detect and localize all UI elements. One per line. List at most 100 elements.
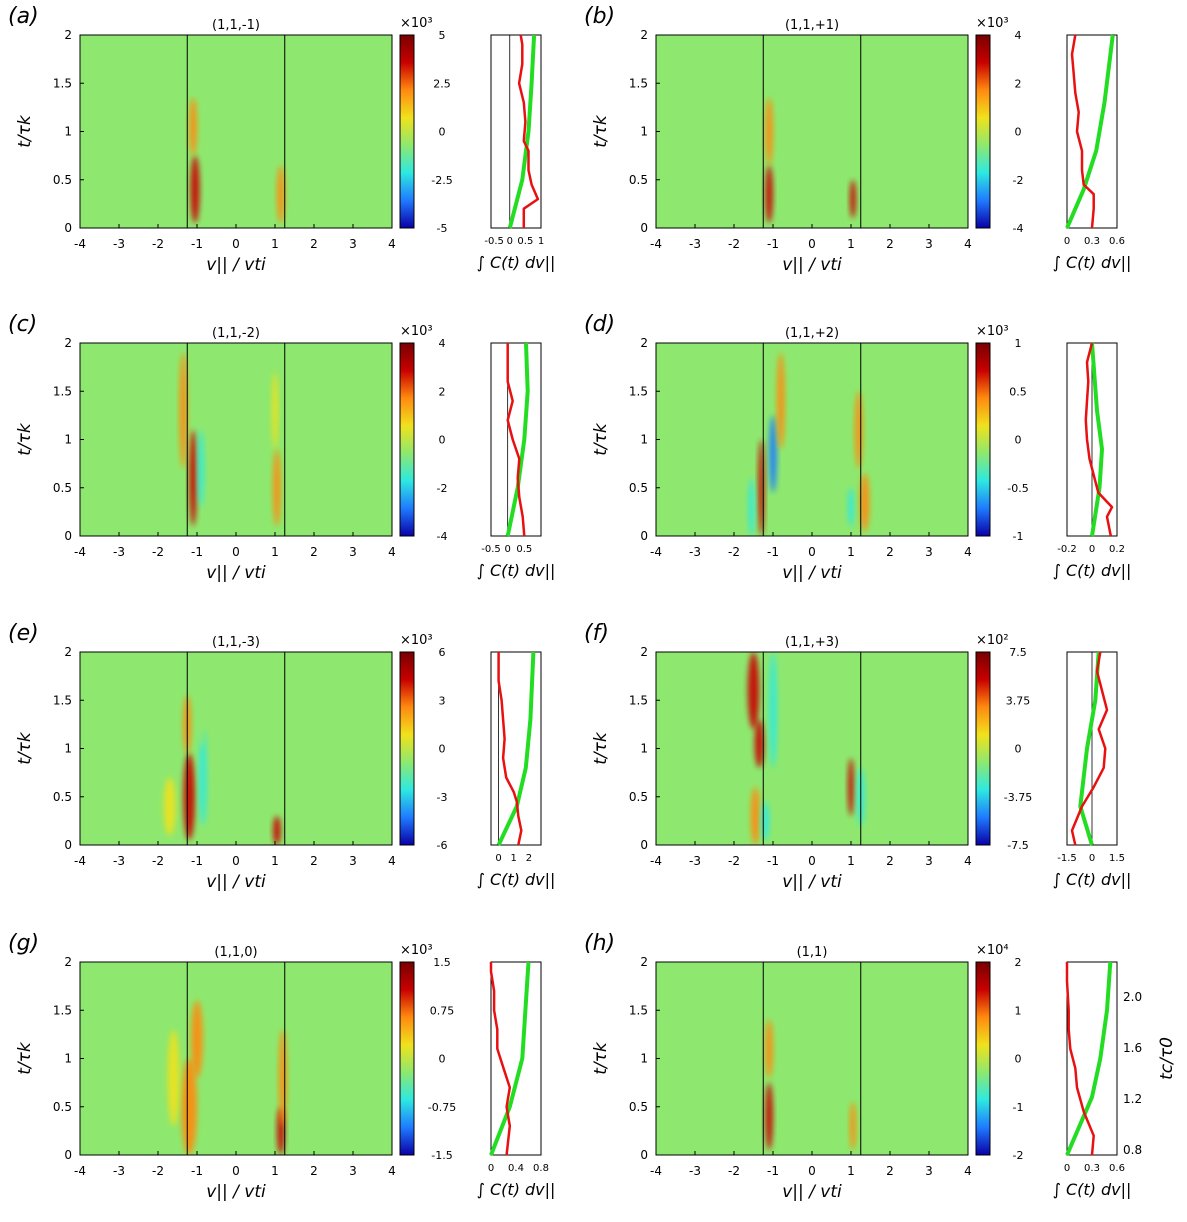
- colorbar-tick-label: -2: [437, 482, 448, 495]
- heatmap-blob: [273, 816, 281, 845]
- colorbar-tick-label: 1: [1015, 337, 1022, 350]
- y-tick-label: 0: [640, 529, 648, 543]
- colorbar: [399, 342, 415, 537]
- y-tick-label: 1.5: [629, 384, 648, 398]
- side-axis-label: ∫ C(t) dv||: [1053, 561, 1132, 580]
- colorbar: [399, 651, 415, 846]
- x-tick-label: 4: [388, 854, 396, 868]
- side-tick-label: 0: [504, 544, 510, 555]
- colorbar-tick-label: 0: [1015, 1053, 1022, 1066]
- heatmap-blob: [769, 415, 777, 493]
- side-axis-label: ∫ C(t) dv||: [477, 1180, 556, 1199]
- x-tick-label: -2: [728, 1164, 740, 1178]
- colorbar: [399, 34, 415, 229]
- y-tick-label: 0: [640, 1148, 648, 1162]
- x-tick-label: 1: [847, 854, 855, 868]
- colorbar-exponent: ×10²: [976, 633, 1009, 648]
- colorbar-tick-label: 3.75: [1006, 694, 1031, 707]
- heatmap-background: [80, 962, 392, 1155]
- colorbar-tick-label: -4: [1013, 222, 1024, 235]
- colorbar-exponent: ×10⁴: [976, 943, 1009, 958]
- x-tick-label: 2: [886, 854, 894, 868]
- heatmap-blob: [847, 758, 855, 817]
- x-tick-label: -1: [191, 545, 203, 559]
- green-curve: [1065, 34, 1115, 229]
- panel-label: (d): [584, 312, 615, 337]
- y-tick-label: 1.5: [53, 384, 72, 398]
- x-tick-label: 4: [964, 854, 972, 868]
- side-axis-label: ∫ C(t) dv||: [1053, 1180, 1132, 1199]
- y-tick-label: 1: [64, 433, 72, 447]
- side-tick-label: 0.3: [1084, 236, 1100, 247]
- x-tick-label: 2: [310, 1164, 318, 1178]
- panel-label: (b): [584, 4, 615, 29]
- heatmap-blob: [849, 179, 857, 219]
- x-tick-label: 1: [847, 1164, 855, 1178]
- colorbar: [975, 34, 991, 229]
- colorbar-tick-label: -2.5: [431, 174, 452, 187]
- panel-h: (h) (1,1) -4 -3 -2 -1 0 1 2 3 4 0 0.5 1 1.5 2 v|| / vti t…: [584, 931, 1177, 1202]
- x-tick-label: 1: [271, 854, 279, 868]
- colorbar-tick-label: 1: [1015, 1004, 1022, 1017]
- heatmap-blob: [854, 391, 863, 469]
- x-tick-label: 3: [349, 854, 357, 868]
- panel-c: (c) (1,1,-2) -4 -3 -2 -1 0 1 2 3 4 0 0.5 1 1.5 2 v|| / v…: [8, 312, 555, 583]
- colorbar-tick-label: 6: [439, 646, 446, 659]
- y-tick-label: 0: [64, 529, 72, 543]
- panel-title: (1,1,0): [214, 945, 257, 960]
- y-tick-label: 2: [64, 28, 72, 42]
- panel-label: (a): [8, 4, 39, 29]
- colorbar-tick-label: 2: [439, 385, 446, 398]
- heatmap-blob: [765, 97, 773, 166]
- x-tick-label: -3: [689, 545, 701, 559]
- heatmap-blobs: [765, 97, 857, 224]
- y-axis-label: t/τk: [591, 114, 611, 148]
- x-tick-label: 1: [847, 237, 855, 251]
- side-tick-label: 0.5: [517, 236, 533, 247]
- x-axis-label: v|| / vti: [782, 563, 842, 583]
- panel-title: (1,1,+3): [785, 635, 839, 650]
- x-tick-label: 0: [232, 854, 240, 868]
- heatmap-blob: [765, 165, 773, 224]
- heatmap-blobs: [765, 1019, 857, 1151]
- x-tick-label: 4: [388, 1164, 396, 1178]
- x-tick-label: -3: [689, 1164, 701, 1178]
- heatmap-blob: [183, 753, 196, 841]
- colorbar-tick-label: 2: [1015, 956, 1022, 969]
- x-tick-label: 3: [925, 545, 933, 559]
- green-curve: [1090, 342, 1104, 537]
- colorbar-tick-label: 1.5: [433, 956, 451, 969]
- side-tick-label: 0: [1089, 853, 1095, 864]
- heatmap-blob: [179, 352, 188, 469]
- colorbar-tick-label: 5: [439, 29, 446, 42]
- side-axis-label: ∫ C(t) dv||: [477, 870, 556, 889]
- heatmap-blob: [761, 801, 770, 841]
- x-tick-label: -2: [728, 237, 740, 251]
- heatmap-blobs: [163, 690, 281, 845]
- colorbar: [975, 342, 991, 537]
- colorbar-tick-label: 0.75: [430, 1004, 455, 1017]
- x-tick-label: 4: [964, 237, 972, 251]
- y-tick-label: 1: [640, 433, 648, 447]
- x-tick-label: -1: [767, 545, 779, 559]
- heatmap-blob: [191, 1000, 203, 1078]
- heatmap-background: [656, 962, 968, 1155]
- x-tick-label: -2: [152, 237, 164, 251]
- colorbar-tick-label: 0: [439, 126, 446, 139]
- y-tick-label: 2: [64, 336, 72, 350]
- side-tick-label: -1.5: [1057, 853, 1077, 864]
- x-tick-label: 0: [232, 1164, 240, 1178]
- colorbar-tick-label: -0.75: [428, 1101, 456, 1114]
- right-tick-label: 0.8: [1123, 1143, 1142, 1157]
- y-tick-label: 0.5: [629, 790, 648, 804]
- colorbar-exponent: ×10³: [976, 324, 1009, 339]
- x-axis-label: v|| / vti: [206, 1182, 266, 1202]
- heatmap-blobs: [179, 352, 281, 527]
- x-tick-label: 1: [847, 545, 855, 559]
- y-tick-label: 1.5: [629, 693, 648, 707]
- x-tick-label: -3: [689, 237, 701, 251]
- panel-title: (1,1,-2): [212, 326, 260, 341]
- heatmap-background: [80, 35, 392, 228]
- x-tick-label: 2: [310, 545, 318, 559]
- colorbar-exponent: ×10³: [400, 943, 433, 958]
